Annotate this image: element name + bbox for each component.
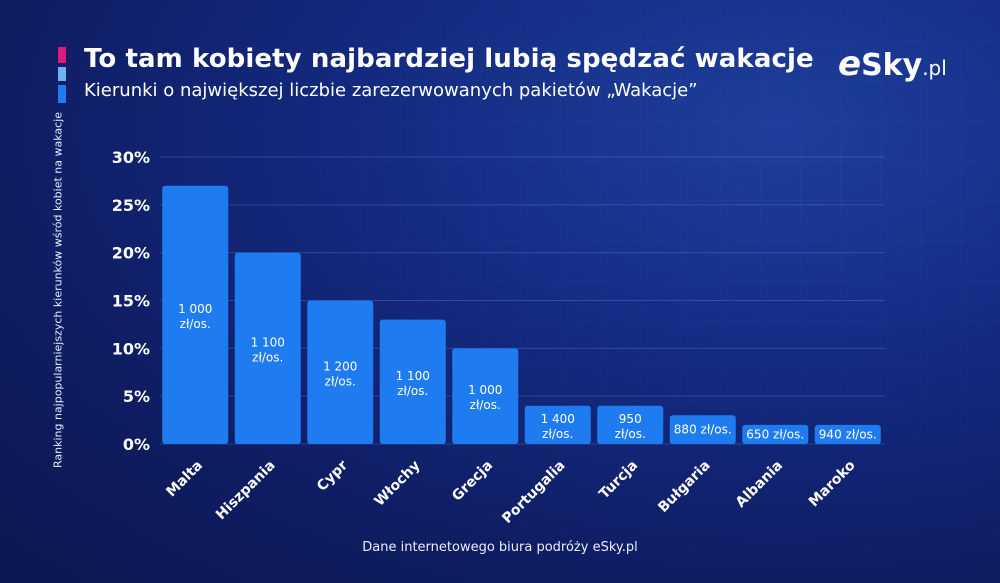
x-category-label: Grecja bbox=[449, 458, 496, 505]
bar-value-label: 1 200 zł/os. bbox=[323, 359, 357, 388]
bar-value-label: 1 400 zł/os. bbox=[541, 412, 575, 441]
logo-sky: Sky bbox=[861, 48, 923, 83]
y-tick-label: 25% bbox=[112, 196, 150, 215]
x-category-label: Włochy bbox=[371, 458, 423, 510]
x-category-label: Albania bbox=[733, 458, 786, 511]
bar bbox=[814, 424, 881, 444]
bar bbox=[162, 185, 229, 444]
bar bbox=[234, 252, 301, 444]
bar-value-label: 940 zł/os. bbox=[819, 427, 877, 441]
y-tick-label: 0% bbox=[123, 435, 150, 454]
logo-e: e bbox=[838, 44, 862, 84]
x-category-label: Turcja bbox=[596, 458, 641, 503]
x-category-label: Portugalia bbox=[499, 458, 568, 527]
x-category-label: Malta bbox=[163, 458, 206, 501]
x-category-label: Cypr bbox=[314, 457, 351, 494]
logo-pl: .pl bbox=[922, 56, 947, 80]
accent-bar-light-blue bbox=[58, 67, 66, 81]
bar-value-label: 1 000 zł/os. bbox=[178, 302, 212, 331]
x-category-label: Maroko bbox=[806, 457, 859, 510]
esky-logo: eSky.pl bbox=[838, 44, 947, 84]
chart-title: To tam kobiety najbardziej lubią spędzać… bbox=[84, 44, 814, 74]
bar-value-label: 650 zł/os. bbox=[746, 427, 804, 441]
bar-value-label: 1 000 zł/os. bbox=[468, 383, 502, 412]
x-category-label: Hiszpania bbox=[213, 458, 279, 524]
chart-subtitle: Kierunki o największej liczbie zarezerwo… bbox=[84, 80, 698, 101]
bar bbox=[524, 405, 591, 444]
x-category-label: Bułgaria bbox=[655, 458, 713, 516]
accent-bar-pink bbox=[58, 47, 66, 63]
bar bbox=[307, 300, 374, 444]
bar bbox=[669, 415, 736, 444]
bar bbox=[379, 319, 446, 444]
y-tick-label: 15% bbox=[112, 292, 150, 311]
accent-bar-blue bbox=[58, 85, 66, 103]
y-tick-label: 10% bbox=[112, 339, 150, 358]
y-tick-label: 20% bbox=[112, 244, 150, 263]
bar bbox=[452, 348, 519, 444]
y-tick-label: 30% bbox=[112, 148, 150, 167]
bar-value-label: 950 zł/os. bbox=[615, 412, 646, 441]
bar bbox=[597, 405, 664, 444]
y-tick-label: 5% bbox=[123, 387, 150, 406]
source-note: Dane internetowego biura podróży eSky.pl bbox=[362, 540, 638, 555]
bar bbox=[742, 424, 809, 444]
bar-value-label: 1 100 zł/os. bbox=[396, 369, 430, 398]
bar-value-label: 880 zł/os. bbox=[674, 423, 732, 437]
bar-value-label: 1 100 zł/os. bbox=[251, 335, 285, 364]
